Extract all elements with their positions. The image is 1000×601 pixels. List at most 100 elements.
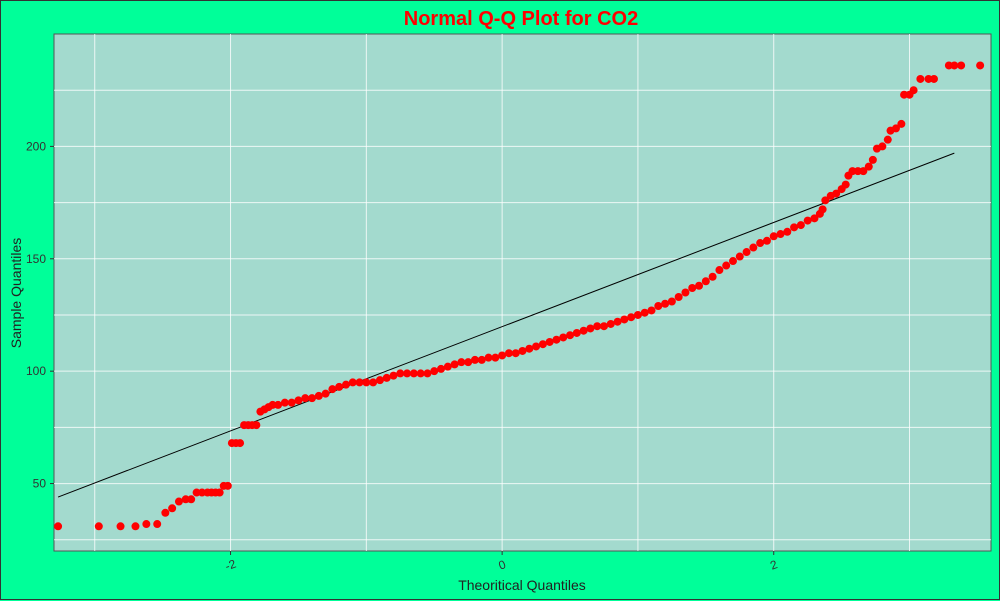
- data-point: [620, 315, 629, 324]
- data-point: [416, 369, 425, 378]
- data-point: [348, 378, 357, 387]
- data-point: [168, 504, 177, 513]
- data-point: [430, 367, 439, 376]
- data-point: [647, 306, 656, 315]
- data-point: [950, 61, 959, 70]
- data-point: [606, 319, 615, 328]
- data-point: [566, 331, 575, 340]
- data-point: [681, 288, 690, 297]
- y-tick-label: 100: [26, 364, 46, 378]
- data-point: [161, 508, 170, 517]
- data-point: [957, 61, 966, 70]
- data-point: [742, 248, 751, 257]
- data-point: [545, 337, 554, 346]
- data-point: [362, 378, 371, 387]
- data-point: [832, 189, 841, 198]
- data-point: [790, 223, 799, 232]
- data-point: [878, 142, 887, 151]
- data-points: [54, 61, 985, 531]
- data-point: [294, 396, 303, 405]
- data-point: [864, 162, 873, 171]
- data-point: [328, 385, 337, 394]
- data-point: [579, 326, 588, 335]
- reference-line: [57, 152, 955, 498]
- data-point: [593, 322, 602, 331]
- data-point: [728, 257, 737, 266]
- data-point: [301, 394, 310, 403]
- y-tick-label: 200: [26, 139, 46, 153]
- data-point: [776, 230, 785, 239]
- data-point: [821, 196, 830, 205]
- data-point: [796, 221, 805, 230]
- data-point: [667, 297, 676, 306]
- y-axis-label: Sample Quantiles: [8, 238, 24, 349]
- data-point: [491, 353, 500, 362]
- data-point: [749, 243, 758, 252]
- data-point: [477, 355, 486, 364]
- data-point: [457, 358, 466, 367]
- data-point: [355, 378, 364, 387]
- data-point: [803, 216, 812, 225]
- data-point: [215, 488, 224, 497]
- data-point: [897, 119, 906, 128]
- data-point: [909, 86, 918, 95]
- data-point: [131, 522, 140, 531]
- data-point: [252, 421, 261, 430]
- data-point: [287, 398, 296, 407]
- data-point: [464, 358, 473, 367]
- data-point: [633, 310, 642, 319]
- data-point: [976, 61, 985, 70]
- data-point: [223, 481, 232, 490]
- data-point: [688, 284, 697, 293]
- data-point: [94, 522, 103, 531]
- data-point: [525, 344, 534, 353]
- data-point: [883, 135, 892, 144]
- y-axis-ticks: 50 100 150 200: [26, 139, 54, 491]
- grid-lines: [54, 34, 991, 551]
- data-point: [586, 324, 595, 333]
- data-point: [538, 340, 547, 349]
- data-point: [599, 322, 608, 331]
- y-tick-label: 150: [26, 252, 46, 266]
- data-point: [187, 495, 196, 504]
- data-point: [674, 292, 683, 301]
- data-point: [572, 328, 581, 337]
- data-point: [841, 180, 850, 189]
- data-point: [174, 497, 183, 506]
- data-point: [891, 124, 900, 133]
- data-point: [236, 439, 245, 448]
- x-axis-ticks: -2 0 2: [223, 551, 780, 573]
- data-point: [552, 335, 561, 344]
- data-point: [274, 400, 283, 409]
- data-point: [54, 522, 63, 531]
- data-point: [518, 346, 527, 355]
- plot-panel: [53, 33, 992, 552]
- data-point: [559, 333, 568, 342]
- data-point: [335, 382, 344, 391]
- data-point: [818, 205, 827, 214]
- data-point: [701, 277, 710, 286]
- data-point: [369, 378, 378, 387]
- x-tick-label: -2: [223, 556, 238, 573]
- data-point: [640, 308, 649, 317]
- data-point: [627, 313, 636, 322]
- data-point: [142, 520, 151, 529]
- data-point: [470, 355, 479, 364]
- data-point: [450, 360, 459, 369]
- x-tick-label: 2: [768, 557, 779, 573]
- x-tick-label: 0: [497, 557, 508, 573]
- data-point: [153, 520, 162, 529]
- data-point: [116, 522, 125, 531]
- data-point: [532, 342, 541, 351]
- data-point: [859, 167, 868, 176]
- data-point: [382, 373, 391, 382]
- data-point: [735, 252, 744, 261]
- data-point: [756, 239, 765, 248]
- data-point: [916, 74, 925, 83]
- data-point: [722, 261, 731, 270]
- chart-title: Normal Q-Q Plot for CO2: [404, 8, 638, 30]
- data-point: [695, 281, 704, 290]
- data-point: [498, 351, 507, 360]
